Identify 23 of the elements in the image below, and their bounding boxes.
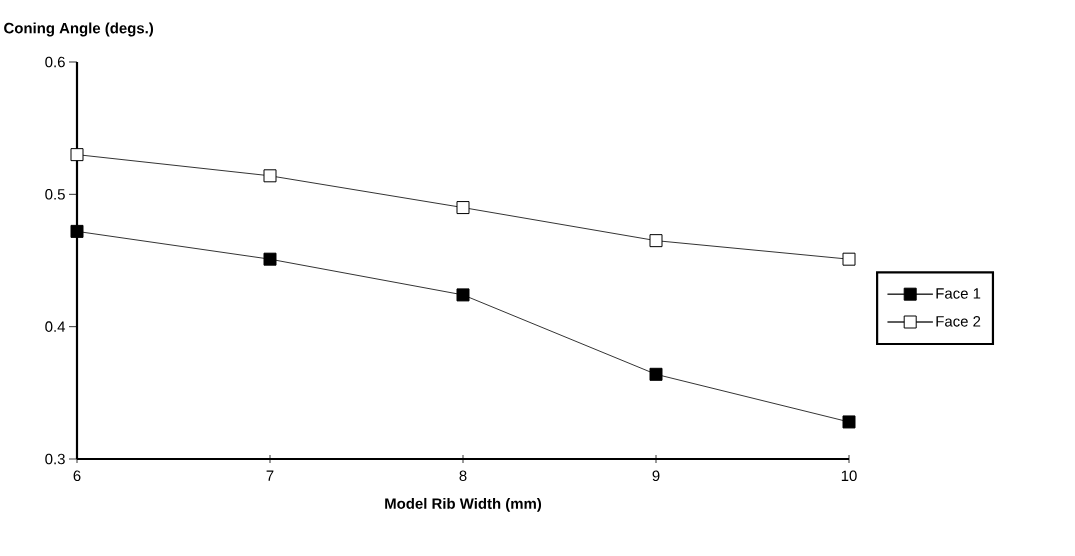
x-axis-title: Model Rib Width (mm) xyxy=(385,497,542,512)
point xyxy=(456,288,470,302)
point xyxy=(70,224,84,238)
legend-label: Face 2 xyxy=(936,316,981,327)
point xyxy=(456,201,470,215)
point xyxy=(649,234,663,248)
point xyxy=(70,148,84,162)
point xyxy=(263,252,277,266)
y-tick-label: 0.4 xyxy=(45,321,66,332)
x-tick-label: 8 xyxy=(459,470,467,482)
x-tick-label: 9 xyxy=(652,470,660,482)
y-tick-label: 0.3 xyxy=(45,453,65,465)
point xyxy=(649,367,663,381)
point xyxy=(842,415,856,429)
x-tick-label: 7 xyxy=(266,470,274,481)
y-axis-title: Coning Angle (degs.) xyxy=(4,22,154,37)
point xyxy=(842,252,856,266)
x-tick-label: 6 xyxy=(73,470,81,482)
legend-label: Face 1 xyxy=(936,288,981,299)
point xyxy=(263,169,277,183)
y-tick-label: 0.5 xyxy=(45,189,65,200)
y-tick-label: 0.6 xyxy=(45,56,65,68)
x-tick-label: 10 xyxy=(841,470,857,482)
